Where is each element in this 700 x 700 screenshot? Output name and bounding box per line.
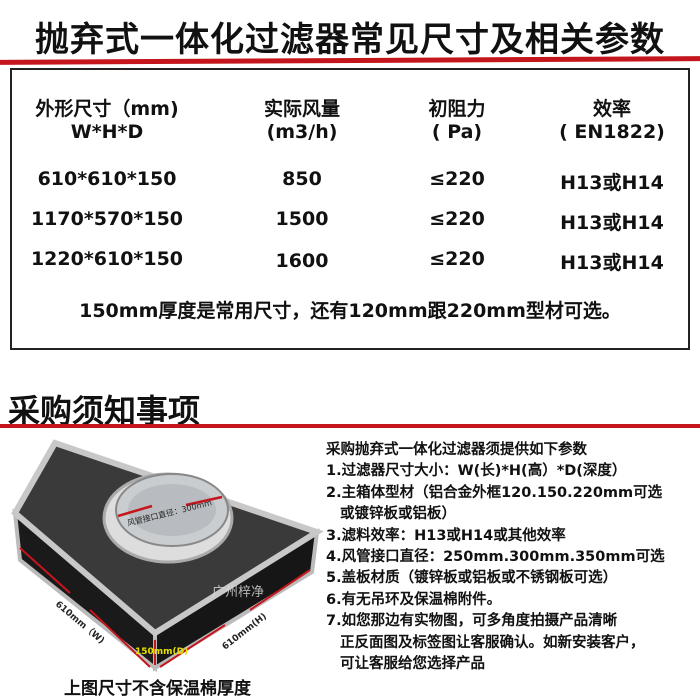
page-title: 抛弃式一体化过滤器常见尺寸及相关参数 <box>35 20 665 60</box>
cell-airflow: 1500 <box>275 208 329 230</box>
list-item: 1.过滤器尺寸大小：W(长)*H(高）*D(深度） <box>326 463 627 480</box>
list-item: 3.滤料效率：H13或H14或其他效率 <box>326 527 566 544</box>
list-item: 5.盖板材质（镀锌板或铝板或不锈钢板可选） <box>326 570 618 587</box>
list-item: 6.有无吊环及保温棉附件。 <box>326 591 502 608</box>
header-line: 效率 <box>592 98 631 120</box>
cell-airflow: 850 <box>282 168 322 190</box>
list-item: 7.如您那边有实物图，可多角度拍摄产品清晰 <box>326 613 618 630</box>
cell-resistance: ≤220 <box>429 208 485 230</box>
watermark: 广州梓净 <box>212 585 264 600</box>
cell-resistance: ≤220 <box>429 168 485 190</box>
header-line: 实际风量 <box>263 98 340 120</box>
header-line: 初阻力 <box>428 98 486 120</box>
cell-efficiency: H13或H14 <box>560 252 664 274</box>
list-item: 4.风管接口直径：250mm.300mm.350mm可选 <box>326 549 665 566</box>
header-line: ( Pa) <box>431 121 483 143</box>
header-efficiency: 效率( EN1822) <box>542 94 682 143</box>
requirements-intro: 采购抛弃式一体化过滤器须提供如下参数 <box>326 442 587 458</box>
list-item: 2.主箱体型材（铝合金外框120.150.220mm可选 <box>326 484 663 501</box>
spec-table: 外形尺寸（mm) W*H*D 实际风量 (m3/h) 初阻力( Pa) 效率( EN… <box>10 68 690 350</box>
requirements-list: 采购抛弃式一体化过滤器须提供如下参数 1.过滤器尺寸大小：W(长)*H(高）*D… <box>326 440 665 675</box>
section-title: 采购须知事项 <box>8 392 201 430</box>
header-line: 外形尺寸（mm) <box>35 98 179 120</box>
header-size: 外形尺寸（mm) W*H*D <box>12 94 202 143</box>
cell-efficiency: H13或H14 <box>560 212 664 234</box>
header-line: (m3/h) <box>266 121 338 143</box>
cell-size: 1170*570*150 <box>30 208 184 230</box>
list-item: 正反面图及标签图让客服确认。如新安装客户， <box>340 634 645 651</box>
cell-size: 1220*610*150 <box>30 248 184 270</box>
header-line: W*H*D <box>70 121 144 143</box>
list-item: 或镀锌板或铝板） <box>340 506 456 523</box>
header-line: ( EN1822) <box>559 121 665 143</box>
image-caption: 上图尺寸不含保温棉厚度 <box>64 679 251 699</box>
filter-product-image: 风管接口直径：300mm 广州梓净 610mm（W) 610mm(H) 150m… <box>11 439 324 673</box>
header-airflow: 实际风量 (m3/h) <box>237 94 367 143</box>
cell-efficiency: H13或H14 <box>560 172 664 194</box>
cell-size: 610*610*150 <box>37 168 177 190</box>
header-resistance: 初阻力( Pa) <box>407 94 507 143</box>
table-note: 150mm厚度是常用尺寸，还有120mm跟220mm型材可选。 <box>79 300 621 322</box>
list-item: 可让客服给您选择产品 <box>340 656 485 673</box>
section-divider <box>0 424 700 428</box>
cell-resistance: ≤220 <box>429 248 485 270</box>
depth-label: 150mm(D) <box>135 647 188 657</box>
cell-airflow: 1600 <box>275 250 329 272</box>
